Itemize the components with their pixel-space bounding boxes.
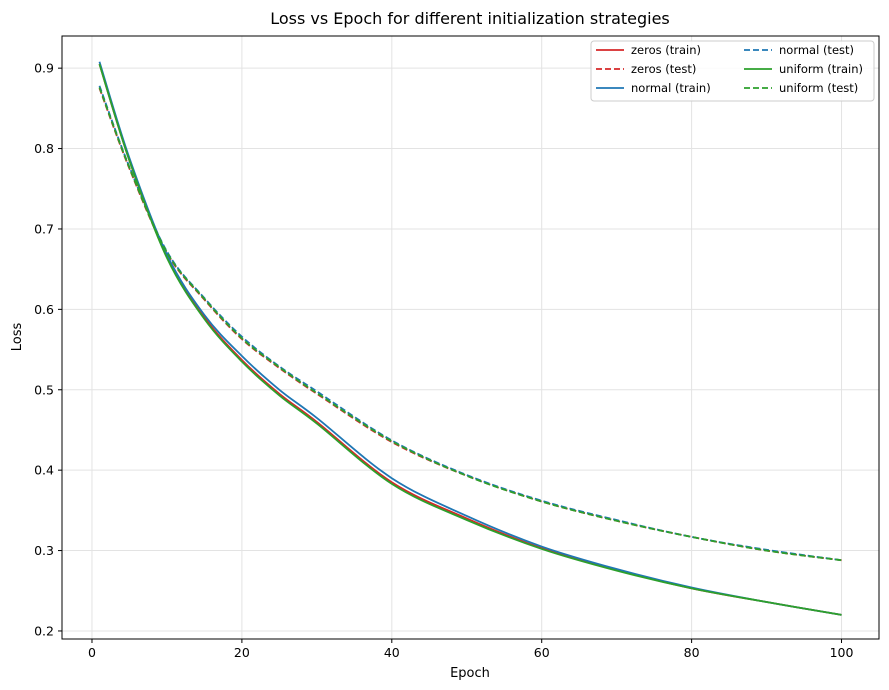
legend: zeros (train) zeros (test) normal (train) n… xyxy=(590,40,875,102)
y-tick-label: 0.9 xyxy=(34,61,54,76)
x-tick-label: 40 xyxy=(384,645,400,660)
legend-label: uniform (test) xyxy=(779,81,858,95)
series-line-uniform-test xyxy=(98,87,842,562)
y-tick-label: 0.3 xyxy=(34,543,54,558)
series-line-zeros-train xyxy=(98,63,842,616)
chart-title: Loss vs Epoch for different initializati… xyxy=(270,9,670,28)
y-axis-label: Loss xyxy=(10,323,25,352)
y-tick-label: 0.7 xyxy=(34,221,54,236)
legend-label: normal (train) xyxy=(631,81,711,95)
y-axis-ticks: 0.2 0.3 0.4 0.5 0.6 0.7 0.8 0.9 xyxy=(34,61,62,638)
legend-box xyxy=(590,40,875,102)
series-lines xyxy=(98,61,842,616)
legend-label: zeros (test) xyxy=(631,62,696,76)
x-tick-label: 100 xyxy=(830,645,854,660)
x-tick-label: 0 xyxy=(88,645,96,660)
series-line-uniform-train xyxy=(98,63,842,616)
y-tick-label: 0.6 xyxy=(34,302,54,317)
x-tick-label: 80 xyxy=(684,645,700,660)
y-tick-label: 0.8 xyxy=(34,141,54,156)
legend-label: normal (test) xyxy=(779,43,854,57)
y-tick-label: 0.5 xyxy=(34,382,54,397)
x-axis-ticks: 0 20 40 60 80 100 xyxy=(88,639,853,660)
x-tick-label: 20 xyxy=(234,645,250,660)
y-tick-label: 0.4 xyxy=(34,463,54,478)
plot-frame xyxy=(61,35,880,640)
y-tick-label: 0.2 xyxy=(34,623,54,638)
x-axis-label: Epoch xyxy=(450,666,490,681)
series-line-normal-train xyxy=(98,61,842,616)
x-tick-label: 60 xyxy=(534,645,550,660)
legend-label: zeros (train) xyxy=(631,43,701,57)
legend-label: uniform (train) xyxy=(779,62,863,76)
